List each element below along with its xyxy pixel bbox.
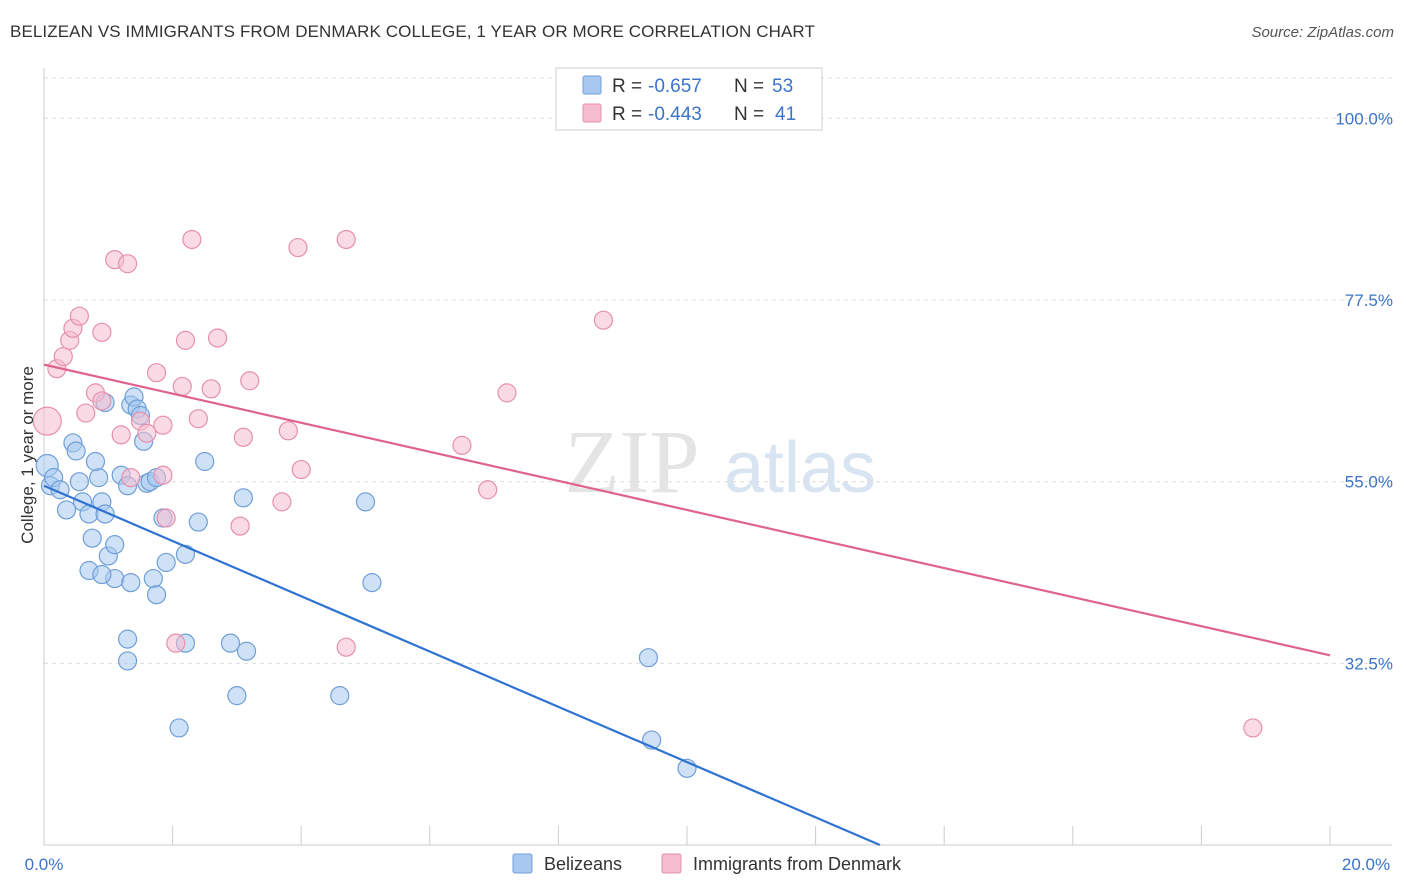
y-tick-label-0: 32.5%: [1345, 654, 1393, 673]
point-denmark-35: [452, 435, 472, 455]
y-tick-label-1: 55.0%: [1345, 473, 1393, 492]
point-denmark-39: [166, 633, 186, 653]
axes: [43, 68, 1392, 846]
trend-line-denmark: [43, 363, 1331, 657]
bottom-legend-label-denmark: Immigrants from Denmark: [693, 854, 902, 874]
point-denmark-22: [182, 229, 202, 250]
point-belizeans-37: [188, 512, 208, 532]
point-denmark-18: [153, 415, 173, 435]
legend-swatch-denmark: [582, 103, 602, 123]
point-denmark-19: [156, 508, 176, 528]
point-belizeans-6: [66, 441, 86, 461]
point-belizeans-49: [169, 718, 189, 738]
point-denmark-11: [117, 254, 138, 274]
legend-swatch-belizeans: [582, 75, 602, 95]
point-denmark-37: [497, 383, 517, 403]
watermark-zip: ZIP: [565, 413, 700, 512]
bottom-legend: Belizeans Immigrants from Denmark: [512, 853, 902, 874]
point-belizeans-47: [355, 492, 376, 512]
point-denmark-21: [175, 330, 196, 350]
point-belizeans-34: [143, 568, 163, 589]
point-denmark-36: [478, 480, 498, 500]
point-belizeans-46: [330, 686, 350, 706]
trend-lines: [43, 363, 1331, 847]
tick-labels: 32.5% 55.0% 77.5% 100.0% 0.0% 20.0%: [25, 109, 1393, 874]
point-denmark-9: [92, 322, 112, 342]
legend-n-label-belizeans: N =: [734, 76, 764, 97]
y-axis-label: College, 1 year or more: [18, 366, 37, 544]
point-denmark-31: [288, 237, 308, 258]
point-belizeans-50: [638, 648, 659, 668]
y-tick-label-3: 100.0%: [1335, 109, 1393, 128]
point-belizeans-13: [82, 528, 102, 548]
point-belizeans-41: [117, 651, 138, 671]
point-denmark-29: [272, 492, 292, 512]
point-belizeans-22: [121, 573, 141, 593]
point-denmark-38: [593, 310, 614, 330]
point-belizeans-45: [227, 686, 247, 706]
x-tick-label-min: 0.0%: [25, 855, 64, 874]
chart-title: BELIZEAN VS IMMIGRANTS FROM DENMARK COLL…: [10, 22, 815, 41]
point-denmark-34: [336, 637, 356, 657]
point-belizeans-40: [117, 629, 138, 649]
point-denmark-24: [201, 379, 221, 399]
legend-r-value-denmark: -0.443: [648, 104, 702, 125]
legend-n-label-denmark: N =: [734, 104, 764, 125]
point-belizeans-39: [233, 488, 253, 508]
point-denmark-16: [146, 363, 167, 383]
point-denmark-40: [1243, 718, 1263, 738]
source-credit: Source: ZipAtlas.com: [1251, 24, 1394, 41]
point-belizeans-38: [195, 451, 215, 472]
grid-lines: [44, 77, 1392, 664]
point-denmark-6: [76, 403, 96, 423]
point-denmark-15: [137, 423, 157, 443]
bottom-legend-label-belizeans: Belizeans: [544, 854, 622, 874]
point-denmark-13: [121, 468, 141, 488]
point-denmark-33: [336, 229, 356, 250]
point-denmark-17: [153, 465, 173, 485]
point-belizeans-19: [105, 535, 125, 555]
y-tick-label-2: 77.5%: [1345, 291, 1393, 310]
point-denmark-2: [53, 346, 73, 367]
point-denmark-28: [240, 371, 260, 391]
point-denmark-0: [32, 406, 62, 436]
point-denmark-12: [111, 425, 131, 445]
point-belizeans-10: [89, 468, 109, 488]
legend-n-value-denmark: 41: [775, 104, 796, 125]
bottom-legend-swatch-denmark: [661, 853, 682, 874]
legend-n-value-belizeans: 53: [772, 76, 793, 97]
point-denmark-26: [230, 516, 250, 536]
point-belizeans-33: [156, 552, 176, 573]
watermark-atlas: atlas: [724, 428, 876, 508]
point-denmark-25: [208, 328, 228, 348]
point-belizeans-4: [56, 500, 77, 520]
point-belizeans-43: [220, 633, 241, 653]
point-belizeans-48: [362, 573, 382, 593]
top-legend: R = -0.657 N = 53 R = -0.443 N = 41: [555, 67, 823, 131]
point-belizeans-7: [69, 472, 89, 492]
point-belizeans-35: [146, 585, 167, 605]
point-denmark-5: [69, 306, 89, 326]
point-belizeans-18: [92, 564, 112, 585]
point-denmark-27: [233, 427, 253, 447]
legend-r-label-belizeans: R =: [612, 76, 642, 97]
point-denmark-20: [172, 376, 192, 397]
trend-line-belizeans: [43, 484, 881, 847]
bottom-legend-swatch-belizeans: [512, 853, 533, 874]
point-belizeans-44: [236, 641, 257, 661]
point-denmark-30: [278, 421, 298, 441]
point-denmark-32: [291, 459, 311, 480]
data-points: [32, 229, 1263, 778]
point-belizeans-15: [85, 451, 106, 472]
legend-r-value-belizeans: -0.657: [648, 76, 702, 97]
x-tick-label-max: 20.0%: [1342, 855, 1390, 874]
point-denmark-8: [92, 391, 112, 411]
point-denmark-23: [188, 409, 208, 429]
legend-r-label-denmark: R =: [612, 104, 642, 125]
